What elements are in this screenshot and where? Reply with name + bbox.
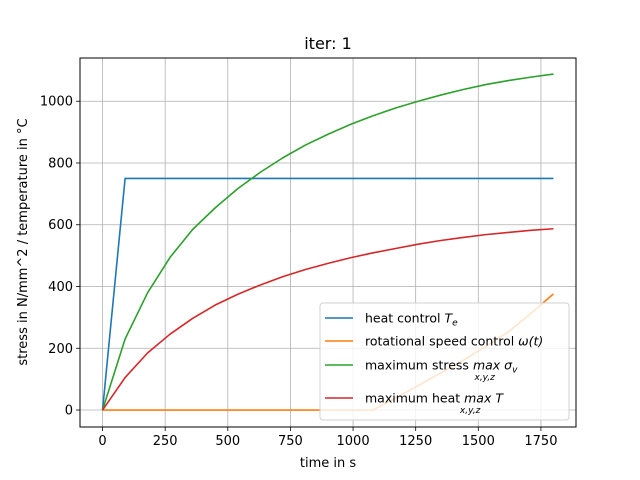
x-tick-label: 750 xyxy=(278,434,303,449)
y-tick-label: 1000 xyxy=(40,95,73,110)
legend-entry-subscript: x,y,z xyxy=(459,406,481,416)
legend-entry-label: rotational speed control ω(t) xyxy=(365,334,543,349)
legend-entry-label: heat control Te xyxy=(365,311,458,329)
y-tick-label: 0 xyxy=(65,404,73,419)
legend-entry-subscript: x,y,z xyxy=(474,373,496,383)
x-tick-label: 1000 xyxy=(337,434,370,449)
plot-frame xyxy=(79,57,577,428)
x-tick-label: 1500 xyxy=(462,434,495,449)
x-axis-label: time in s xyxy=(300,456,356,471)
legend-box xyxy=(319,302,570,421)
x-tick-label: 250 xyxy=(153,434,178,449)
y-tick-label: 400 xyxy=(48,280,73,295)
series-line-3 xyxy=(101,73,554,411)
y-tick-label: 200 xyxy=(48,342,73,357)
x-tick-label: 1250 xyxy=(399,434,432,449)
x-tick-label: 1750 xyxy=(524,434,557,449)
y-tick-label: 800 xyxy=(48,156,73,171)
series-line-1 xyxy=(101,177,554,411)
legend-entry-label: maximum heat max T xyxy=(365,391,504,406)
legend-entry-label: maximum stress max σv xyxy=(365,358,518,376)
y-tick-label: 600 xyxy=(48,218,73,233)
x-tick-label: 0 xyxy=(98,434,106,449)
x-tick-label: 500 xyxy=(215,434,240,449)
y-axis-label: stress in N/mm^2 / temperature in °C xyxy=(16,118,31,365)
series-line-4 xyxy=(101,227,554,411)
axis-ticks: 0 250 500 750 1000 1250 1500 1750 0 200 400 600 800 1… xyxy=(40,95,558,449)
legend: heat control Te rotational speed control … xyxy=(319,302,570,421)
chart-title: iter: 1 xyxy=(304,34,352,53)
